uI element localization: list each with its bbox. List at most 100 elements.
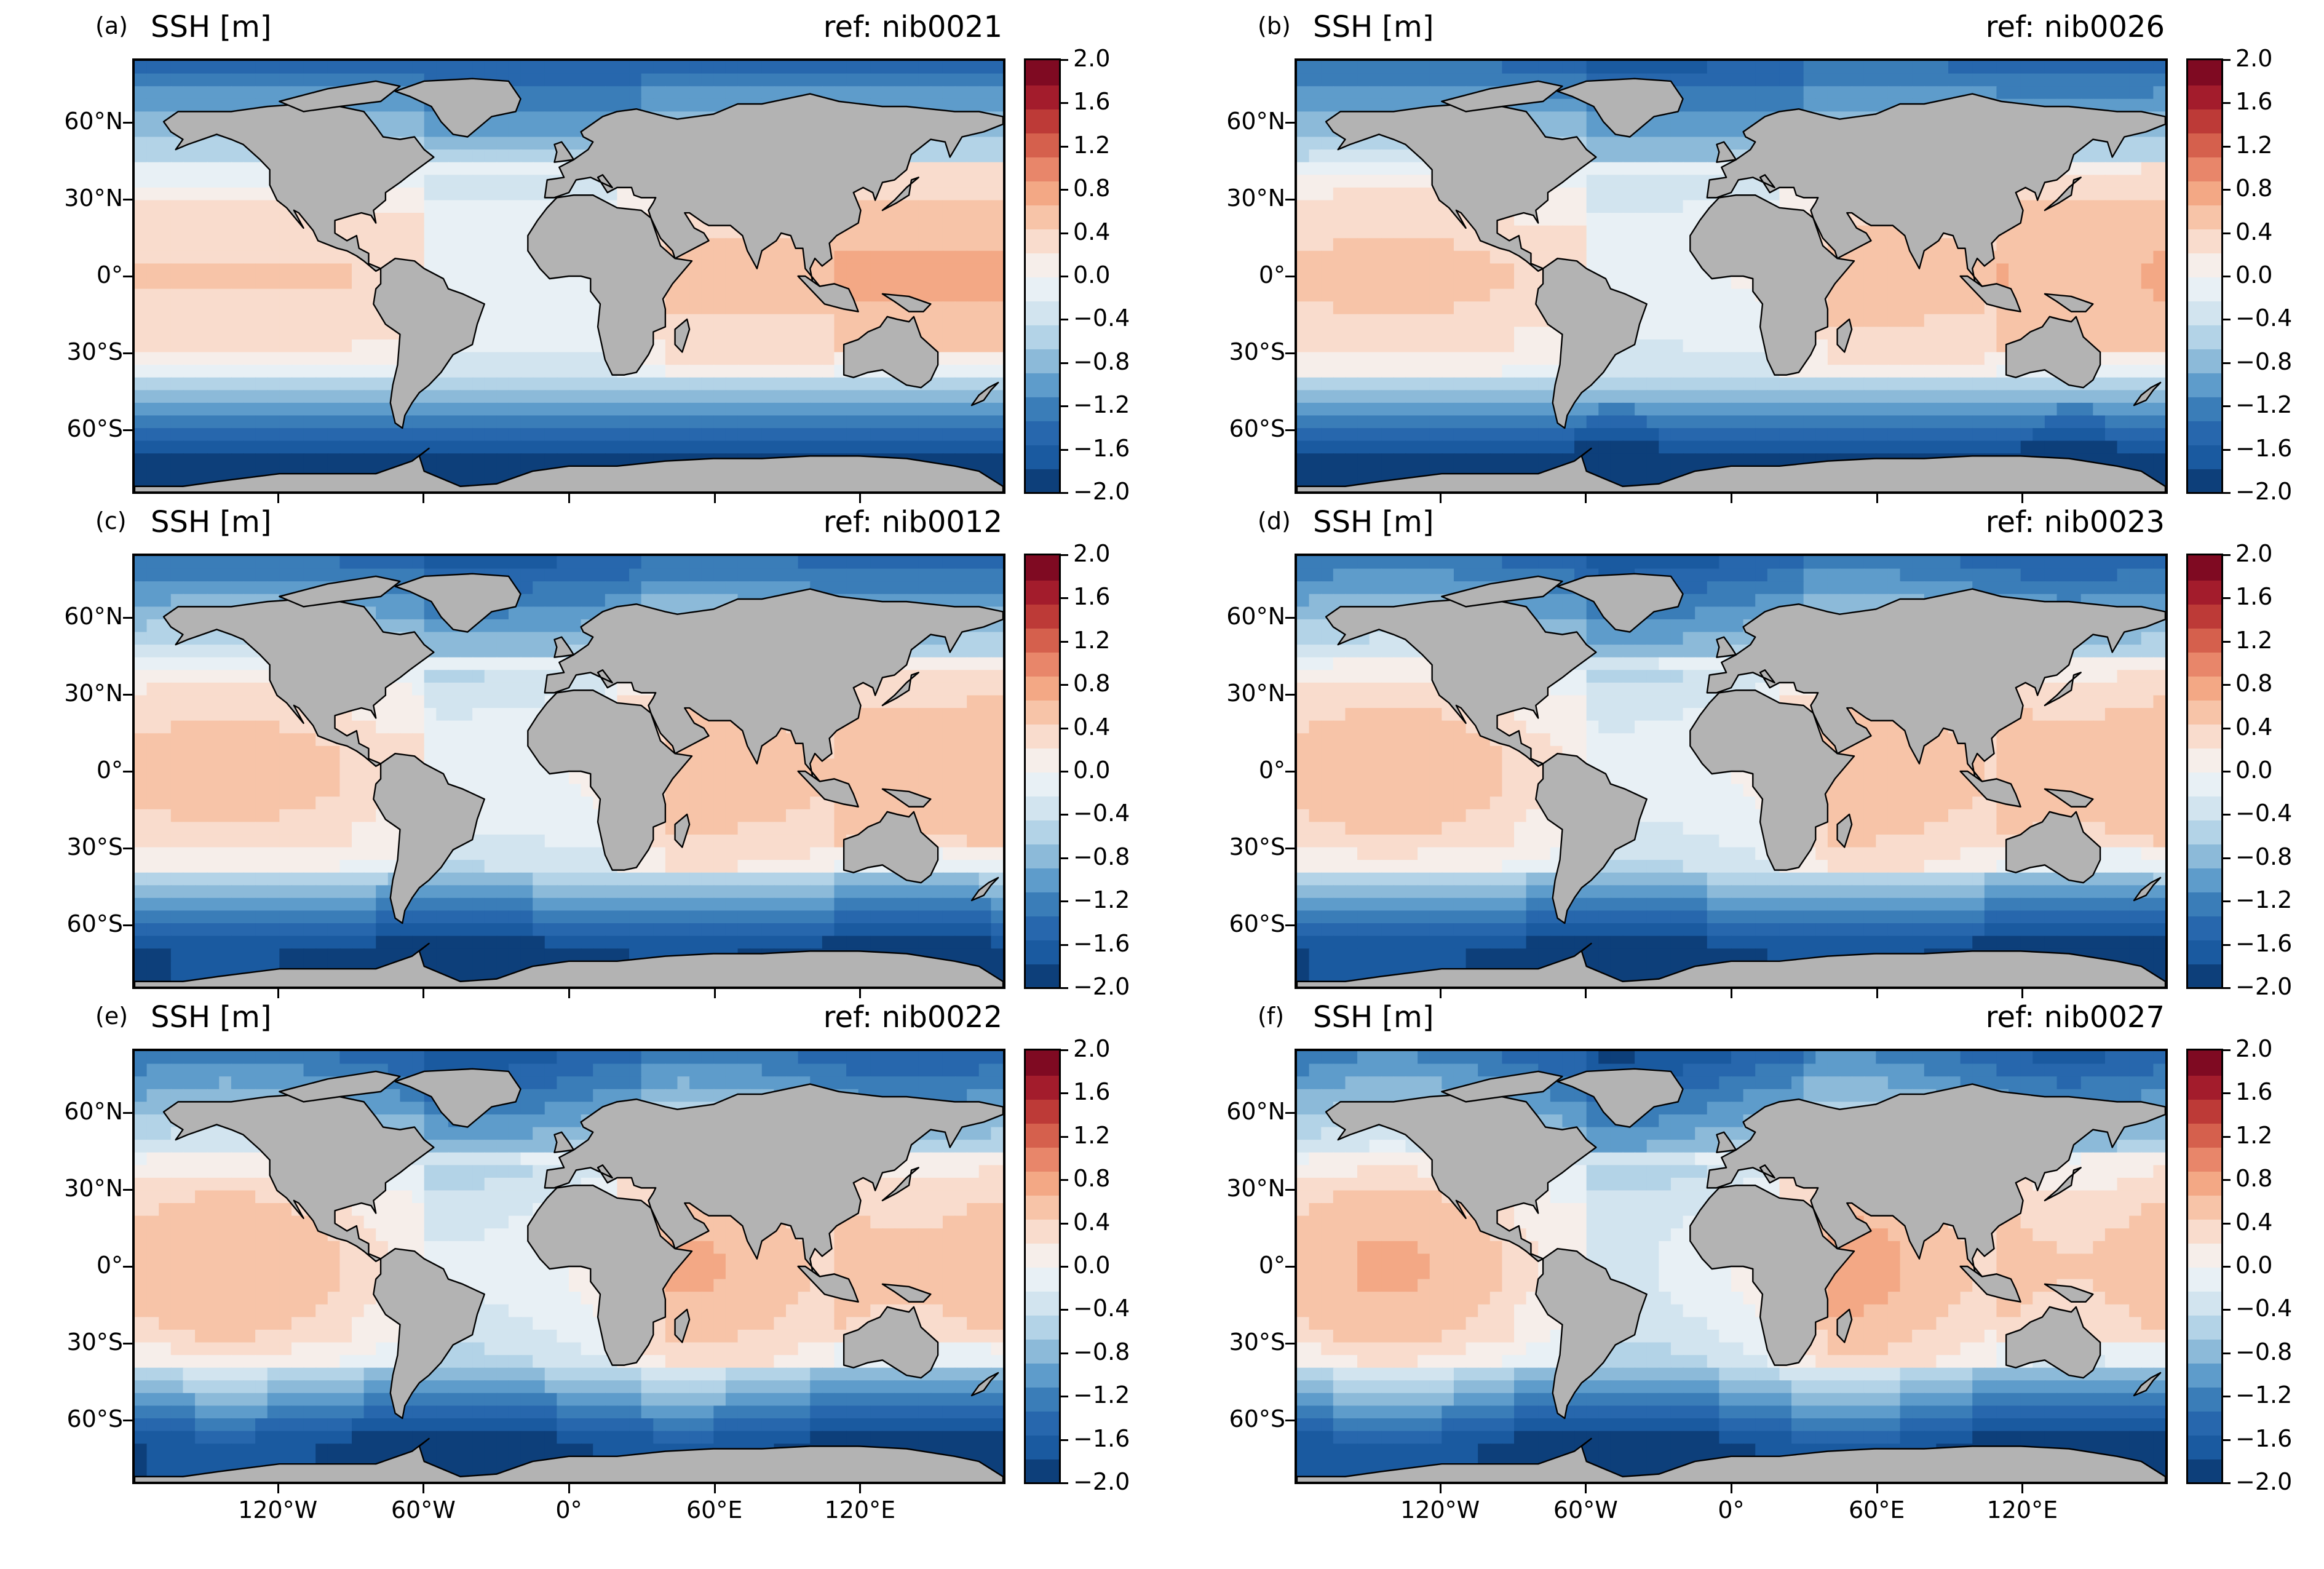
latitude-tick-label: 30°S <box>1229 338 1285 365</box>
panel-variable-title: SSH [m] <box>151 10 272 44</box>
longitude-tick-mark <box>2021 494 2024 503</box>
colorbar-tick-label: 0.0 <box>2235 261 2273 288</box>
colorbar-step <box>2188 1290 2221 1316</box>
colorbar-step <box>1026 1410 1059 1436</box>
colorbar-step <box>2188 867 2221 892</box>
colorbar-step <box>1026 1458 1059 1482</box>
colorbar-tick-label: −1.2 <box>2235 1381 2293 1409</box>
colorbar-step <box>2188 1098 2221 1124</box>
longitude-tick-label: 60°W <box>391 1496 456 1523</box>
colorbar-tick-mark <box>2223 554 2231 556</box>
colorbar-tick-mark <box>1061 1135 1068 1138</box>
colorbar-tick-mark <box>1061 1439 1068 1441</box>
colorbar-tick-label: −0.4 <box>2235 800 2293 827</box>
latitude-tick-mark <box>123 429 132 431</box>
colorbar-step <box>1026 555 1059 581</box>
map-panel: (a) SSH [m] ref: nib0021 60°N 30°N 0° 30°S 60°S… <box>0 0 1130 505</box>
latitude-tick-mark <box>123 847 132 849</box>
land-antarctica <box>135 942 1003 987</box>
longitude-tick-mark <box>1585 1484 1587 1493</box>
land-borneo-new-guinea <box>881 1283 932 1303</box>
colorbar-step <box>1026 420 1059 445</box>
colorbar-tick-label: −1.6 <box>2235 929 2293 957</box>
longitude-tick-mark <box>277 989 279 998</box>
colorbar-step <box>2188 1410 2221 1436</box>
colorbar-tick-label: −1.2 <box>1073 391 1130 419</box>
colorbar-tick-label: −0.8 <box>1073 1338 1130 1365</box>
colorbar-step <box>2188 555 2221 581</box>
latitude-tick-mark <box>1285 771 1295 773</box>
latitude-tick-label: 60°S <box>1229 415 1285 442</box>
latitude-tick-label: 30°S <box>1229 1328 1285 1356</box>
colorbar-tick-label: −1.2 <box>2235 391 2293 419</box>
colorbar-tick-mark <box>2223 102 2231 105</box>
colorbar-step <box>1026 324 1059 349</box>
land-borneo-new-guinea <box>2044 788 2094 808</box>
land-nz <box>2133 381 2162 407</box>
panel-variable-title: SSH [m] <box>151 1000 272 1035</box>
colorbar-tick-label: −1.6 <box>2235 434 2293 462</box>
colorbar-step <box>2188 891 2221 916</box>
land-madagascar <box>1836 813 1853 848</box>
colorbar <box>2186 58 2223 494</box>
longitude-tick-mark <box>1876 989 1878 998</box>
colorbar-step <box>1026 204 1059 229</box>
colorbar-tick-mark <box>1061 1179 1068 1182</box>
colorbar-tick-label: −0.4 <box>1073 1295 1130 1322</box>
latitude-tick-mark <box>123 122 132 124</box>
land-antarctica <box>135 1437 1003 1482</box>
latitude-tick-label: 30°N <box>64 1175 123 1202</box>
land-africa <box>1689 194 1855 376</box>
land-uk <box>553 141 575 163</box>
longitude-tick-mark <box>859 1484 862 1493</box>
latitude-tick-mark <box>1285 847 1295 849</box>
panel-letter: (b) <box>1258 12 1291 39</box>
longitude-tick-mark <box>1439 989 1442 998</box>
colorbar-step <box>2188 1146 2221 1172</box>
colorbar-tick-label: 2.0 <box>2235 540 2273 567</box>
latitude-tick-label: 60°S <box>1229 910 1285 937</box>
colorbar-tick-label: −1.2 <box>1073 886 1130 914</box>
land-eurasia <box>1706 588 2165 782</box>
latitude-tick-label: 30°S <box>66 338 123 365</box>
land-antarctica <box>135 447 1003 491</box>
colorbar-step <box>1026 228 1059 253</box>
panel-letter: (f) <box>1258 1003 1285 1030</box>
colorbar-step <box>1026 627 1059 653</box>
colorbar-step <box>2188 1051 2221 1076</box>
colorbar-step <box>2188 252 2221 277</box>
latitude-tick-mark <box>1285 1342 1295 1345</box>
colorbar-step <box>2188 300 2221 325</box>
colorbar-tick-mark <box>1061 1396 1068 1398</box>
panel-letter: (e) <box>95 1003 129 1030</box>
colorbar-tick-label: 0.8 <box>1073 670 1111 697</box>
latitude-tick-label: 60°N <box>1226 108 1285 135</box>
colorbar-step <box>1026 939 1059 964</box>
colorbar-step <box>1026 60 1059 85</box>
colorbar-step <box>2188 1074 2221 1100</box>
colorbar-tick-label: 1.6 <box>1073 88 1111 116</box>
land-africa <box>1689 1185 1855 1366</box>
colorbar-step <box>2188 396 2221 421</box>
colorbar-tick-mark <box>2223 448 2231 451</box>
land-indonesia <box>1959 275 2021 312</box>
colorbar-tick-mark <box>2223 640 2231 643</box>
colorbar-tick-mark <box>2223 1309 2231 1311</box>
colorbar-svg <box>1026 555 1059 987</box>
colorbar-tick-mark <box>2223 1352 2231 1354</box>
colorbar-tick-label: 1.6 <box>2235 1078 2273 1106</box>
land-australia <box>2005 811 2101 884</box>
panel-reference-title: ref: nib0012 <box>823 505 1002 539</box>
land-north-america <box>162 103 435 272</box>
colorbar-tick-label: −1.6 <box>1073 434 1130 462</box>
colorbar-tick-mark <box>1061 771 1068 773</box>
land-borneo-new-guinea <box>2044 293 2094 312</box>
colorbar-svg <box>1026 60 1059 492</box>
colorbar-tick-label: −2.0 <box>2235 973 2293 1000</box>
colorbar-tick-mark <box>1061 319 1068 321</box>
colorbar-tick-label: −0.4 <box>1073 304 1130 332</box>
latitude-tick-label: 0° <box>1258 757 1285 784</box>
colorbar-tick-label: 1.2 <box>1073 1121 1111 1149</box>
map-panel: (e) SSH [m] ref: nib0022 60°N 30°N 0° 30°S 60°S… <box>0 990 1130 1523</box>
colorbar-tick-mark <box>2223 1266 2231 1268</box>
